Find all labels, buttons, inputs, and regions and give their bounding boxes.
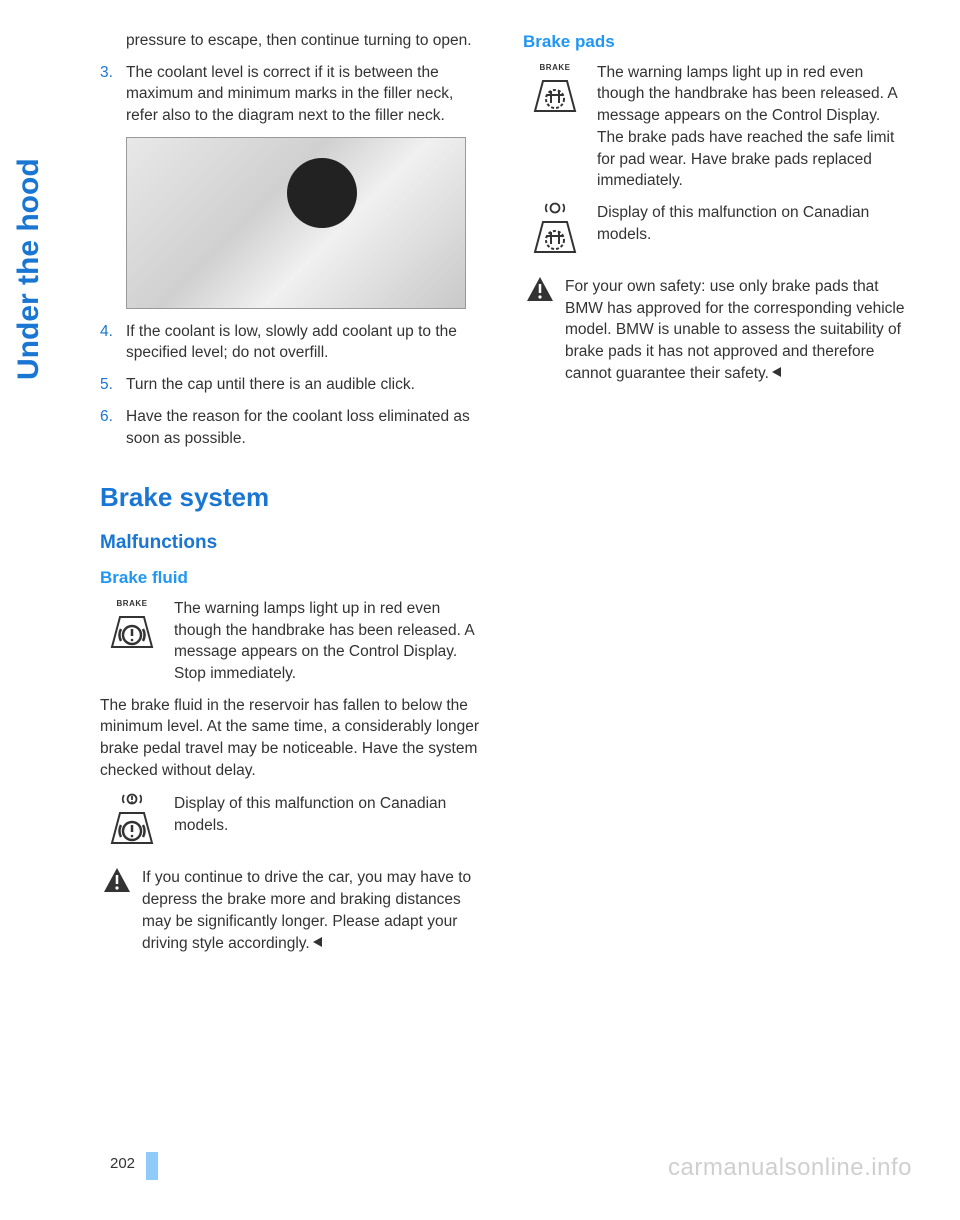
- list-text: If the coolant is low, slowly add coolan…: [126, 321, 487, 364]
- warning-text: For your own safety: use only brake pads…: [565, 276, 910, 384]
- list-item: 3. The coolant level is correct if it is…: [100, 62, 487, 127]
- canada-text: Display of this malfunction on Canadian …: [174, 793, 487, 851]
- brake-fluid-text: The warning lamps light up in red even t…: [174, 598, 487, 685]
- warning-triangle-icon: [100, 867, 134, 895]
- list-number: 4.: [100, 321, 126, 364]
- brake-fluid-para2: The brake fluid in the reservoir has fal…: [100, 695, 487, 782]
- list-number: 6.: [100, 406, 126, 449]
- brake-pad-trapezoid-icon: [531, 77, 579, 113]
- canada-brake-icon: [100, 793, 164, 851]
- brake-label: BRAKE: [540, 62, 571, 73]
- warning-block: If you continue to drive the car, you ma…: [100, 867, 487, 954]
- brake-warning-icon: BRAKE: [100, 598, 164, 656]
- heading-malfunctions: Malfunctions: [100, 530, 487, 557]
- content-columns: pressure to escape, then continue turnin…: [100, 30, 910, 954]
- page-tab-marker: [146, 1152, 158, 1180]
- list-item: 5. Turn the cap until there is an audibl…: [100, 374, 487, 396]
- page-number: 202: [110, 1155, 135, 1172]
- brake-fluid-warning-block: BRAKE The warning lamps light up in red …: [100, 598, 487, 685]
- heading-brake-pads: Brake pads: [523, 30, 910, 54]
- brake-pads-warning-block: BRAKE The warning lamps light up in red …: [523, 62, 910, 192]
- list-text: Turn the cap until there is an audible c…: [126, 374, 487, 396]
- brake-pad-trapezoid-icon: [531, 218, 579, 254]
- right-column: Brake pads BRAKE The warning lamps light…: [523, 30, 910, 954]
- list-item: 6. Have the reason for the coolant loss …: [100, 406, 487, 449]
- warning-block: For your own safety: use only brake pads…: [523, 276, 910, 384]
- list-number: 3.: [100, 62, 126, 127]
- warning-text-content: If you continue to drive the car, you ma…: [142, 869, 471, 951]
- end-triangle-icon: [771, 363, 783, 385]
- list-item: 4. If the coolant is low, slowly add coo…: [100, 321, 487, 364]
- list-number: 5.: [100, 374, 126, 396]
- brake-trapezoid-icon: [108, 809, 156, 845]
- heading-brake-system: Brake system: [100, 479, 487, 515]
- coolant-diagram-image: [126, 137, 466, 309]
- section-side-title: Under the hood: [12, 158, 46, 380]
- list-number-blank: [100, 30, 126, 52]
- list-text: The coolant level is correct if it is be…: [126, 62, 487, 127]
- list-text: pressure to escape, then continue turnin…: [126, 30, 487, 52]
- canada-display-block: Display of this malfunction on Canadian …: [523, 202, 910, 260]
- canada-display-block: Display of this malfunction on Canadian …: [100, 793, 487, 851]
- warning-text-content: For your own safety: use only brake pads…: [565, 278, 904, 382]
- end-triangle-icon: [312, 933, 324, 955]
- brake-trapezoid-icon: [108, 613, 156, 649]
- list-item: pressure to escape, then continue turnin…: [100, 30, 487, 52]
- warning-text: If you continue to drive the car, you ma…: [142, 867, 487, 954]
- heading-brake-fluid: Brake fluid: [100, 566, 487, 590]
- watermark: carmanualsonline.info: [668, 1154, 912, 1182]
- list-text: Have the reason for the coolant loss eli…: [126, 406, 487, 449]
- brake-pad-icon: BRAKE: [523, 62, 587, 120]
- warning-triangle-icon: [523, 276, 557, 304]
- canada-brake-pad-icon: [523, 202, 587, 260]
- canada-text: Display of this malfunction on Canadian …: [597, 202, 910, 260]
- left-column: pressure to escape, then continue turnin…: [100, 30, 487, 954]
- brake-pads-text: The warning lamps light up in red even t…: [597, 62, 910, 192]
- brake-label: BRAKE: [117, 598, 148, 609]
- page-container: Under the hood pressure to escape, then …: [0, 0, 960, 1220]
